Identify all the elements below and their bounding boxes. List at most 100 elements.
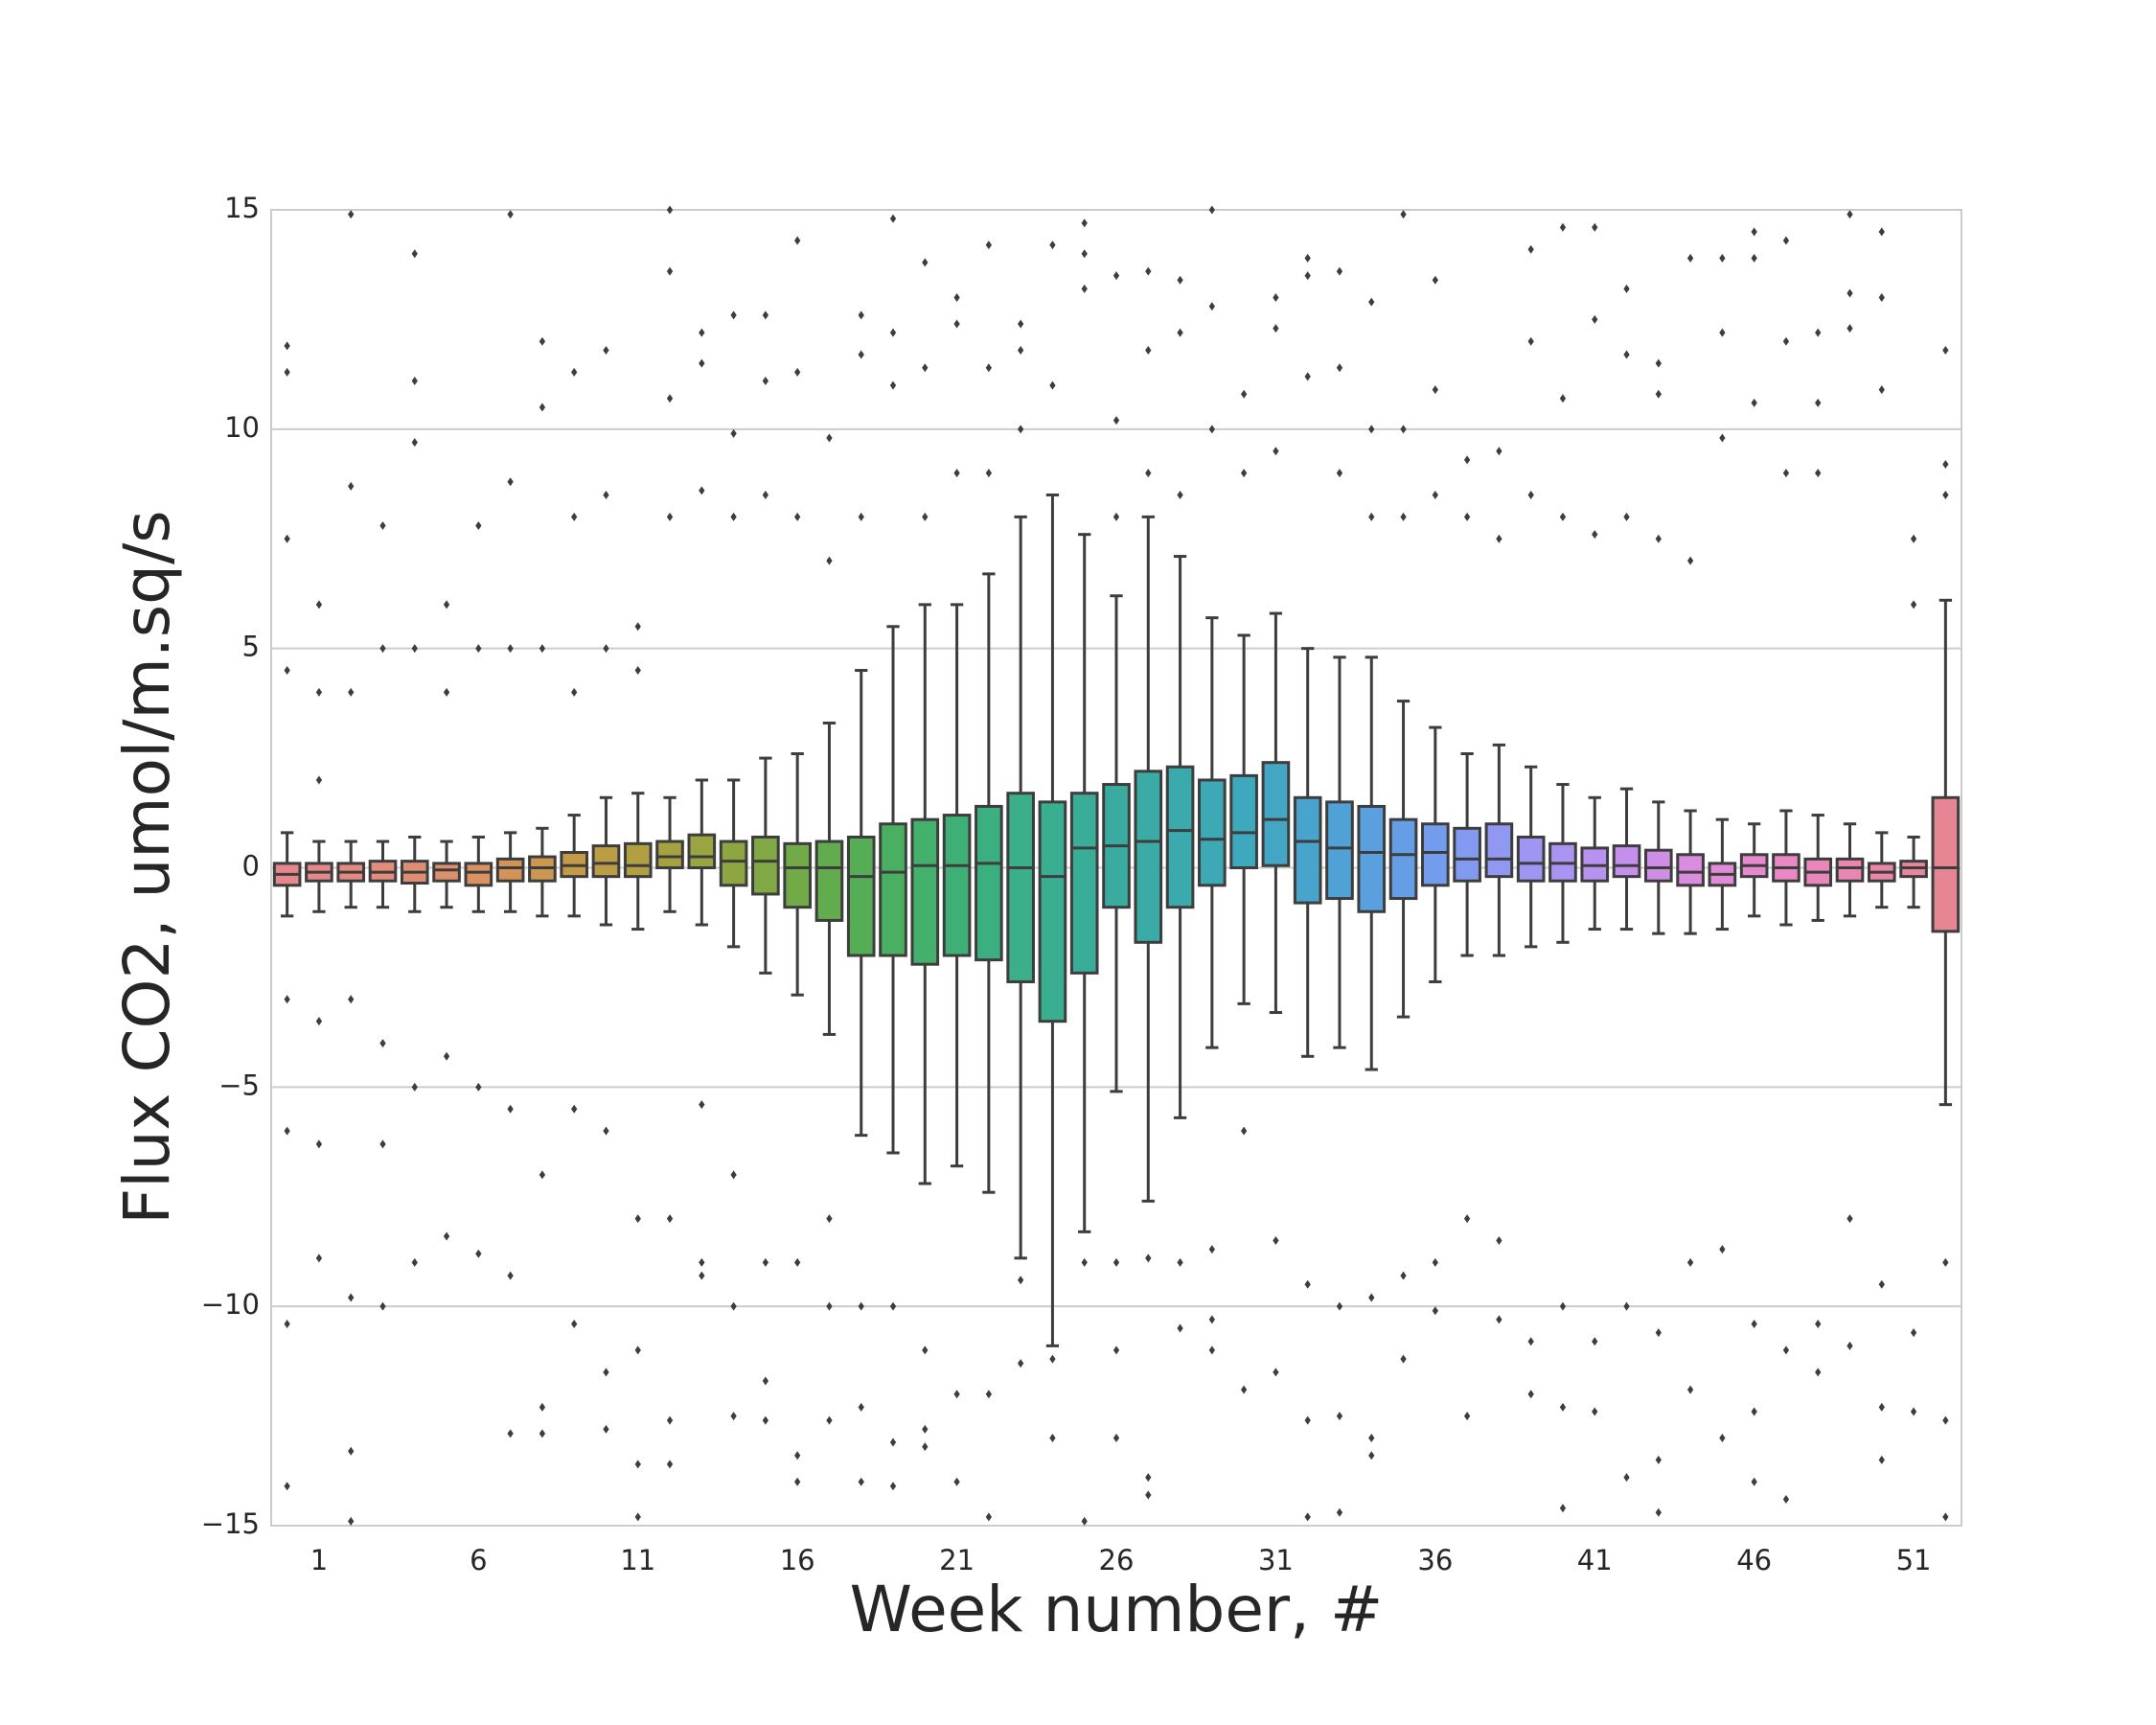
- outlier: [475, 521, 482, 531]
- outlier: [1782, 1495, 1790, 1505]
- outlier: [826, 1301, 833, 1311]
- outlier: [507, 477, 514, 487]
- outlier: [411, 1257, 418, 1267]
- box-group: [783, 236, 812, 1486]
- outlier: [1400, 425, 1407, 434]
- outlier: [1336, 1301, 1343, 1311]
- outlier: [1304, 372, 1311, 381]
- outlier: [794, 1477, 801, 1486]
- outlier: [858, 310, 864, 320]
- outlier: [953, 1477, 960, 1486]
- outlier: [348, 1446, 355, 1456]
- outlier: [1782, 1346, 1790, 1355]
- outlier: [985, 363, 993, 373]
- outlier: [475, 644, 482, 654]
- x-tick-label: 11: [620, 1544, 655, 1576]
- outlier: [1751, 398, 1757, 407]
- outlier: [475, 1082, 482, 1092]
- outlier: [603, 644, 609, 654]
- outlier: [1815, 1319, 1822, 1328]
- outlier: [1751, 227, 1757, 237]
- outlier: [284, 1126, 290, 1136]
- outlier: [1145, 469, 1152, 478]
- outlier: [794, 236, 801, 245]
- outlier: [1559, 1504, 1567, 1513]
- outlier: [666, 512, 674, 521]
- outlier: [284, 666, 290, 676]
- outlier: [539, 402, 546, 412]
- outlier: [1208, 302, 1215, 311]
- outlier: [889, 1482, 897, 1491]
- outlier: [985, 1512, 993, 1522]
- outlier: [1878, 293, 1885, 303]
- outlier: [539, 336, 546, 346]
- outlier: [315, 1139, 323, 1149]
- x-tick-label: 26: [1099, 1544, 1135, 1576]
- outlier: [1018, 319, 1024, 329]
- x-tick-label: 31: [1258, 1544, 1294, 1576]
- outlier: [1304, 253, 1311, 263]
- outlier: [1719, 328, 1726, 337]
- outlier: [826, 1415, 833, 1425]
- outlier: [826, 556, 833, 565]
- outlier: [1145, 1254, 1152, 1263]
- box-group: [1643, 358, 1673, 1517]
- box-group: [1580, 222, 1610, 1416]
- outlier: [1018, 425, 1024, 434]
- outlier: [411, 644, 418, 654]
- outlier: [1273, 447, 1279, 456]
- outlier: [1145, 1490, 1152, 1500]
- outlier: [1177, 328, 1183, 337]
- outlier: [1815, 469, 1822, 478]
- outlier: [1049, 241, 1056, 250]
- outlier: [1145, 345, 1152, 355]
- box-group: [528, 336, 557, 1438]
- outlier: [634, 1214, 641, 1224]
- box: [432, 862, 461, 883]
- box: [1516, 835, 1546, 883]
- outlier: [762, 310, 769, 320]
- outlier: [1559, 394, 1567, 403]
- outlier: [1208, 1245, 1215, 1254]
- box: [1612, 844, 1641, 879]
- outlier: [284, 534, 290, 543]
- outlier: [1878, 385, 1885, 395]
- outlier: [1782, 236, 1790, 245]
- outlier: [507, 644, 514, 654]
- box-group: [1548, 222, 1577, 1513]
- outlier: [1112, 416, 1120, 426]
- outlier: [411, 376, 418, 385]
- outlier: [603, 345, 609, 355]
- box: [1198, 778, 1227, 887]
- box-group: [1803, 328, 1833, 1377]
- outlier: [379, 1139, 386, 1149]
- box-group: [1006, 319, 1035, 1368]
- box-group: [975, 241, 1003, 1522]
- outlier: [699, 328, 705, 337]
- outlier: [666, 1460, 674, 1469]
- outlier: [1177, 275, 1183, 285]
- box-group: [655, 205, 684, 1469]
- outlier: [1177, 490, 1183, 499]
- outlier: [1112, 512, 1120, 521]
- outlier: [1527, 244, 1534, 254]
- box-group: [1229, 389, 1258, 1394]
- box: [1484, 822, 1514, 879]
- outlier: [1336, 363, 1343, 373]
- outlier: [1208, 1315, 1215, 1324]
- outlier: [1846, 1341, 1853, 1350]
- outlier: [443, 687, 450, 697]
- outlier: [1623, 1473, 1630, 1483]
- box-group: [879, 214, 907, 1491]
- outlier: [1049, 1433, 1056, 1442]
- outlier: [1368, 297, 1375, 307]
- outlier: [379, 644, 386, 654]
- outlier: [571, 512, 578, 521]
- outlier: [411, 1082, 418, 1092]
- outlier: [348, 210, 355, 219]
- outlier: [1081, 1257, 1088, 1267]
- y-tick-label: 15: [224, 192, 260, 224]
- outlier: [1815, 328, 1822, 337]
- outlier: [1240, 469, 1248, 478]
- outlier: [699, 1271, 705, 1280]
